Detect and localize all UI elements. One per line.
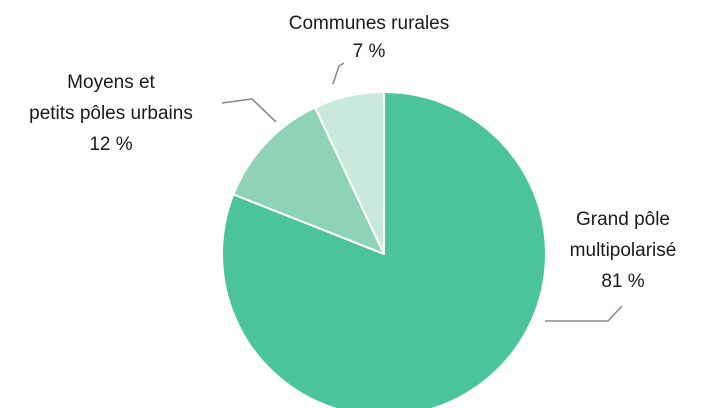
slice-label-moyens-petits-poles-line2: petits pôles urbains	[29, 103, 193, 124]
pie-slice-moyens-petits-poles	[232, 106, 385, 255]
slice-value-communes-rurales: 7 %	[353, 41, 386, 62]
slice-value-moyens-petits-poles: 12 %	[89, 134, 132, 155]
slice-label-grand-pole-line2: multipolarisé	[570, 240, 677, 261]
leader-line-communes-rurales	[332, 62, 345, 85]
pie-slices	[221, 91, 547, 408]
leader-line-grand-pole	[545, 305, 623, 322]
slice-value-grand-pole: 81 %	[601, 271, 644, 292]
slice-label-communes-rurales: Communes rurales	[289, 13, 450, 34]
leader-line-moyens-petits-poles	[221, 98, 277, 123]
slice-label-moyens-petits-poles-line1: Moyens et	[67, 72, 155, 93]
pie-slice-communes-rurales	[314, 91, 385, 255]
slice-labels: Grand pôle multipolarisé 81 % Moyens et …	[29, 13, 676, 292]
slice-label-grand-pole-line1: Grand pôle	[576, 209, 670, 230]
leader-lines	[221, 62, 623, 322]
